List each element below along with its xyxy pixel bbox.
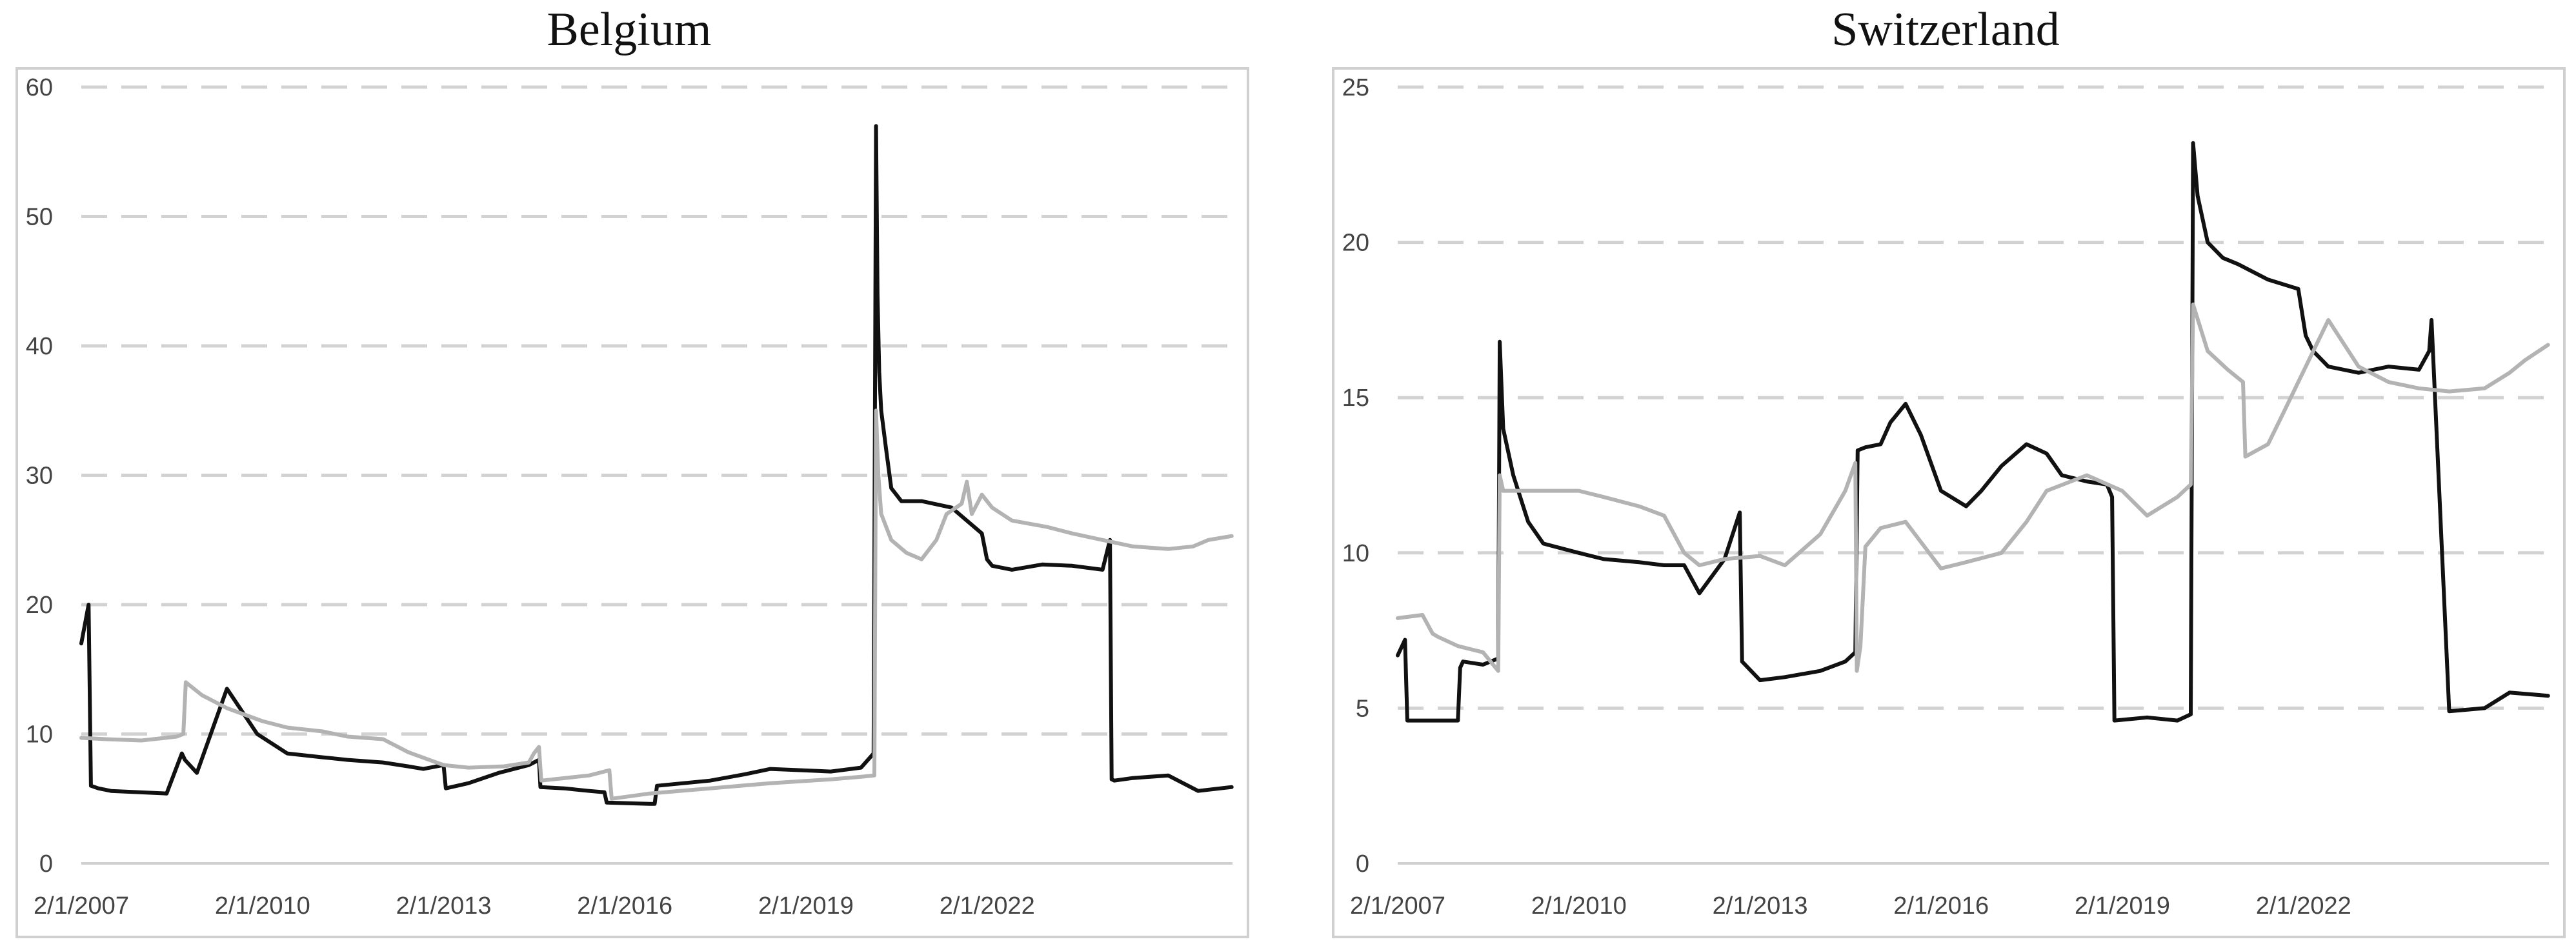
x-tick-label: 2/1/2007 <box>1350 892 1445 920</box>
y-tick-label: 30 <box>26 463 53 490</box>
chart-plot: 0 10 20 30 40 50 60 2/1/2007 2/1/2010 2/1/2013 2/1… <box>15 67 1249 938</box>
y-tick-label: 20 <box>26 592 53 619</box>
x-tick-label: 2/1/2022 <box>2256 892 2351 920</box>
y-tick-label: 15 <box>1342 385 1369 412</box>
series-line-gray <box>1396 302 2550 673</box>
y-tick-label: 60 <box>26 74 53 101</box>
series-line-black <box>1396 141 2550 723</box>
chart-title: Switzerland <box>1831 3 2060 56</box>
chart-switzerland: Switzerland 0 5 10 15 20 25 2/1/2007 2/1/2010 2/… <box>1316 0 2575 946</box>
x-tick-label: 2/1/2007 <box>34 892 129 920</box>
y-tick-label: 10 <box>26 721 53 749</box>
series-line-black <box>79 124 1234 806</box>
x-tick-label: 2/1/2010 <box>215 892 310 920</box>
series-line-gray <box>79 408 1234 801</box>
y-tick-label: 5 <box>1356 695 1369 722</box>
x-tick-label: 2/1/2010 <box>1531 892 1627 920</box>
x-tick-label: 2/1/2019 <box>2075 892 2170 920</box>
y-tick-label: 0 <box>1356 850 1369 878</box>
chart-title: Belgium <box>547 3 712 56</box>
chart-plot: 0 5 10 15 20 25 2/1/2007 2/1/2010 2/1/2013 2/1/20… <box>1332 67 2566 938</box>
chart-frame <box>1332 67 2566 938</box>
y-tick-label: 40 <box>26 333 53 360</box>
x-tick-label: 2/1/2016 <box>1893 892 1989 920</box>
x-tick-label: 2/1/2013 <box>1713 892 1808 920</box>
chart-belgium: Belgium 0 10 20 30 40 50 60 2/1/2007 2/1/2010 2/1… <box>0 0 1258 946</box>
x-tick-label: 2/1/2013 <box>396 892 492 920</box>
y-tick-label: 0 <box>39 850 53 878</box>
y-tick-label: 10 <box>1342 540 1369 567</box>
x-tick-label: 2/1/2022 <box>940 892 1035 920</box>
x-tick-label: 2/1/2016 <box>577 892 672 920</box>
chart-frame <box>15 67 1249 938</box>
x-tick-label: 2/1/2019 <box>758 892 854 920</box>
y-tick-label: 25 <box>1342 74 1369 101</box>
y-tick-label: 20 <box>1342 230 1369 257</box>
y-tick-label: 50 <box>26 204 53 231</box>
